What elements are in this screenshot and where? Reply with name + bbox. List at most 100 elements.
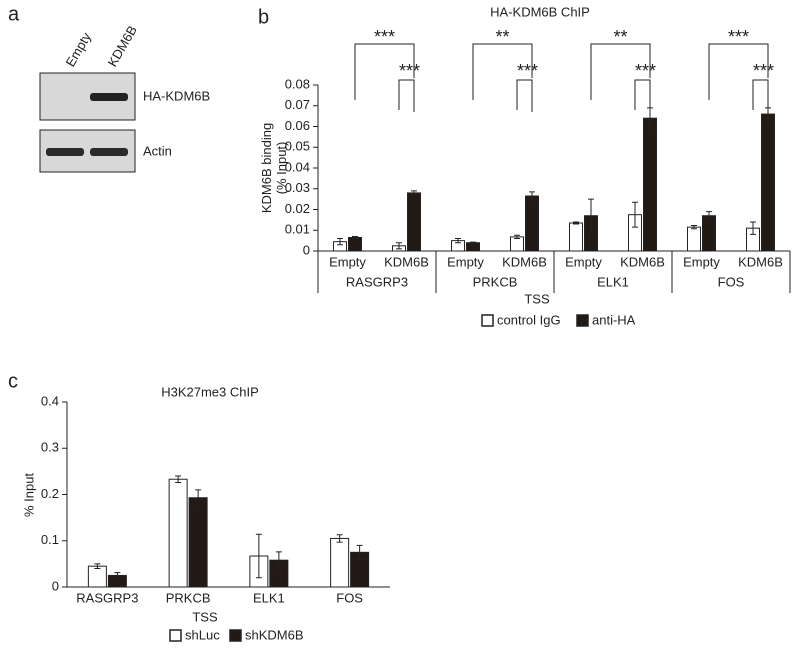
y-tick-label: 0.4	[41, 393, 59, 408]
significance-bracket	[516, 79, 533, 112]
x-axis-label: TSS	[192, 609, 218, 624]
group-label: RASGRP3	[346, 274, 408, 289]
significance-bracket	[590, 43, 651, 100]
y-tick-label: 0.3	[41, 440, 59, 455]
error-bar	[455, 238, 461, 244]
bar	[525, 195, 539, 252]
y-tick-label: 0.02	[285, 201, 310, 216]
error-bar	[632, 201, 638, 228]
blot-band	[46, 148, 84, 156]
error-bar	[356, 544, 363, 560]
x-tick-label: Empty	[329, 254, 366, 269]
significance-label: ***	[635, 61, 656, 81]
lane-label: Empty	[63, 29, 95, 69]
error-bar	[94, 563, 101, 569]
x-tick-label: RASGRP3	[76, 590, 138, 605]
x-tick-label: KDM6B	[502, 254, 547, 269]
significance-label: ***	[399, 61, 420, 81]
error-bar	[529, 191, 535, 201]
bar	[466, 242, 480, 252]
group-label: FOS	[718, 274, 745, 289]
significance-bracket	[708, 43, 769, 100]
panel-label: c	[8, 370, 18, 392]
error-bar	[396, 242, 402, 250]
error-bar	[114, 572, 121, 579]
y-tick-label: 0.05	[285, 139, 310, 154]
y-tick-label: 0.08	[285, 76, 310, 91]
y-tick-label: 0	[303, 242, 310, 257]
y-tick-label: 0.1	[41, 532, 59, 547]
x-tick-label: Empty	[447, 254, 484, 269]
significance-label: ***	[728, 27, 749, 47]
lane-label: KDM6B	[105, 23, 140, 69]
y-tick-label: 0.07	[285, 97, 310, 112]
x-tick-label: FOS	[336, 590, 363, 605]
legend-swatch	[576, 314, 589, 327]
x-tick-label: KDM6B	[738, 254, 783, 269]
x-tick-label: PRKCB	[166, 590, 211, 605]
bar	[407, 192, 421, 252]
significance-label: ***	[517, 61, 538, 81]
bar	[643, 117, 657, 252]
bar	[702, 215, 716, 252]
y-tick-label: 0.03	[285, 180, 310, 195]
y-axis-label: % Input	[21, 473, 36, 517]
bar	[330, 537, 350, 588]
error-bar	[275, 551, 282, 569]
y-axis-label: KDM6B binding	[259, 123, 274, 213]
x-tick-label: KDM6B	[620, 254, 665, 269]
error-bar	[514, 234, 520, 240]
blot-band	[90, 93, 128, 101]
legend-swatch	[481, 314, 494, 327]
significance-bracket	[752, 79, 769, 112]
y-tick-label: 0.2	[41, 486, 59, 501]
legend-label: shKDM6B	[245, 627, 304, 642]
bar	[348, 237, 362, 252]
chart-title: H3K27me3 ChIP	[161, 384, 259, 399]
y-tick-label: 0	[52, 578, 59, 593]
significance-label: **	[495, 27, 509, 47]
legend-swatch	[229, 629, 242, 642]
error-bar	[195, 489, 202, 507]
x-axis-label: TSS	[524, 291, 550, 306]
bar	[87, 565, 107, 588]
bar	[569, 222, 583, 252]
error-bar	[175, 475, 182, 483]
error-bar	[411, 190, 417, 196]
blot-row-label: HA-KDM6B	[143, 88, 210, 103]
significance-bracket	[634, 79, 651, 112]
legend-swatch	[169, 629, 182, 642]
bar	[687, 226, 701, 252]
error-bar	[255, 533, 262, 579]
legend-label: shLuc	[185, 627, 220, 642]
bar	[188, 497, 208, 588]
error-bar	[337, 238, 343, 246]
panel-label: a	[8, 3, 20, 25]
group-label: PRKCB	[473, 274, 518, 289]
legend-label: anti-HA	[592, 312, 636, 327]
error-bar	[588, 198, 594, 233]
y-tick-label: 0.06	[285, 118, 310, 133]
significance-bracket	[472, 43, 533, 100]
legend-label: control IgG	[497, 312, 561, 327]
error-bar	[706, 211, 712, 221]
bar	[168, 478, 188, 588]
significance-bracket	[354, 43, 415, 100]
blot-row-label: Actin	[143, 143, 172, 158]
error-bar	[352, 235, 358, 240]
y-tick-label: 0.04	[285, 159, 310, 174]
x-tick-label: ELK1	[253, 590, 285, 605]
blot-band	[90, 148, 128, 156]
group-label: ELK1	[597, 274, 629, 289]
significance-label: **	[613, 27, 627, 47]
error-bar	[336, 534, 343, 543]
x-tick-label: KDM6B	[384, 254, 429, 269]
error-bar	[573, 221, 579, 225]
error-bar	[750, 221, 756, 235]
y-tick-label: 0.01	[285, 222, 310, 237]
error-bar	[691, 224, 697, 230]
significance-label: ***	[753, 61, 774, 81]
significance-label: ***	[374, 27, 395, 47]
x-tick-label: Empty	[565, 254, 602, 269]
